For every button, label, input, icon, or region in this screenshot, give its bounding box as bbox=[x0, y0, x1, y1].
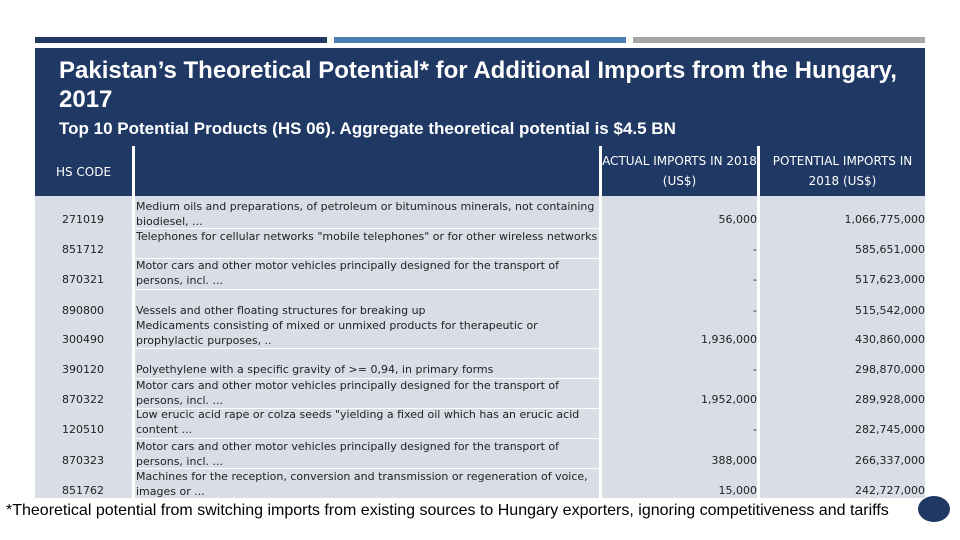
row-divider bbox=[135, 258, 599, 259]
row-2-description: Telephones for cellular networks "mobile… bbox=[136, 230, 598, 243]
row-1-description: Medium oils and preparations, of petrole… bbox=[136, 200, 595, 228]
header-label-hs-code: HS CODE bbox=[55, 165, 112, 179]
row-4-actual-imports: - bbox=[753, 304, 757, 317]
row-5-actual-imports: 1,936,000 bbox=[701, 333, 757, 346]
row-5-hs-code: 300490 bbox=[62, 333, 104, 346]
row-3-description: Motor cars and other motor vehicles prin… bbox=[136, 259, 560, 287]
row-9-hs-code: 870323 bbox=[62, 454, 104, 467]
row-6-description: Polyethylene with a specific gravity of … bbox=[136, 363, 494, 376]
row-8-description: Low erucic acid rape or colza seeds "yie… bbox=[136, 408, 580, 436]
row-7-hs-code: 870322 bbox=[62, 393, 104, 406]
title-banner: Pakistan’s Theoretical Potential* for Ad… bbox=[35, 48, 925, 146]
row-10-potential-imports: 242,727,000 bbox=[855, 484, 925, 497]
column-bg-hs-code bbox=[35, 196, 132, 498]
row-2-potential-imports: 585,651,000 bbox=[855, 243, 925, 256]
column-bg-actual-imports bbox=[602, 196, 757, 498]
header-cell-actual-imports: ACTUAL IMPORTS IN 2018 (US$) bbox=[602, 146, 757, 196]
row-divider bbox=[135, 228, 599, 229]
row-1-actual-imports: 56,000 bbox=[718, 213, 758, 226]
row-7-potential-imports: 289,928,000 bbox=[855, 393, 925, 406]
header-cell-hs-code: HS CODE bbox=[35, 146, 132, 196]
row-1-hs-code: 271019 bbox=[62, 213, 104, 226]
row-8-hs-code: 120510 bbox=[62, 423, 104, 436]
top-stripe-gray bbox=[633, 37, 925, 43]
row-3-hs-code: 870321 bbox=[62, 273, 104, 286]
row-6-actual-imports: - bbox=[753, 363, 757, 376]
row-10-actual-imports: 15,000 bbox=[718, 484, 758, 497]
row-1-potential-imports: 1,066,775,000 bbox=[844, 213, 925, 226]
footnote: *Theoretical potential from switching im… bbox=[6, 502, 889, 519]
column-bg-description bbox=[135, 196, 599, 498]
row-2-actual-imports: - bbox=[753, 243, 757, 256]
row-2-hs-code: 851712 bbox=[62, 243, 104, 256]
top-stripe-blue bbox=[334, 37, 626, 43]
row-10-hs-code: 851762 bbox=[62, 484, 104, 497]
row-9-potential-imports: 266,337,000 bbox=[855, 454, 925, 467]
row-6-potential-imports: 298,870,000 bbox=[855, 363, 925, 376]
row-8-actual-imports: - bbox=[753, 423, 757, 436]
row-7-description: Motor cars and other motor vehicles prin… bbox=[136, 379, 560, 407]
row-5-potential-imports: 430,860,000 bbox=[855, 333, 925, 346]
row-4-hs-code: 890800 bbox=[62, 304, 104, 317]
row-9-actual-imports: 388,000 bbox=[711, 454, 758, 467]
header-cell-description bbox=[135, 146, 599, 196]
row-7-actual-imports: 1,952,000 bbox=[701, 393, 757, 406]
row-5-description: Medicaments consisting of mixed or unmix… bbox=[136, 319, 538, 347]
row-3-potential-imports: 517,623,000 bbox=[855, 273, 925, 286]
page-number-badge bbox=[918, 496, 950, 522]
row-9-description: Motor cars and other motor vehicles prin… bbox=[136, 440, 560, 468]
row-3-actual-imports: - bbox=[753, 273, 757, 286]
page-title: Pakistan’s Theoretical Potential* for Ad… bbox=[59, 57, 897, 113]
row-10-description: Machines for the reception, conversion a… bbox=[136, 470, 588, 498]
row-4-description: Vessels and other floating structures fo… bbox=[136, 304, 426, 317]
header-label-actual-imports: ACTUAL IMPORTS IN 2018 (US$) bbox=[602, 154, 757, 188]
row-divider bbox=[135, 438, 599, 439]
row-6-hs-code: 390120 bbox=[62, 363, 104, 376]
header-cell-potential-imports: POTENTIAL IMPORTS IN 2018 (US$) bbox=[760, 146, 925, 196]
column-bg-potential-imports bbox=[760, 196, 925, 498]
row-divider bbox=[135, 468, 599, 469]
row-divider bbox=[135, 408, 599, 409]
top-stripe-navy bbox=[35, 37, 327, 43]
row-divider bbox=[135, 289, 599, 290]
row-divider bbox=[135, 348, 599, 349]
header-label-potential-imports: POTENTIAL IMPORTS IN 2018 (US$) bbox=[772, 154, 913, 188]
page-subtitle: Top 10 Potential Products (HS 06). Aggre… bbox=[59, 119, 676, 138]
row-divider bbox=[135, 378, 599, 379]
row-4-potential-imports: 515,542,000 bbox=[855, 304, 925, 317]
row-8-potential-imports: 282,745,000 bbox=[855, 423, 925, 436]
